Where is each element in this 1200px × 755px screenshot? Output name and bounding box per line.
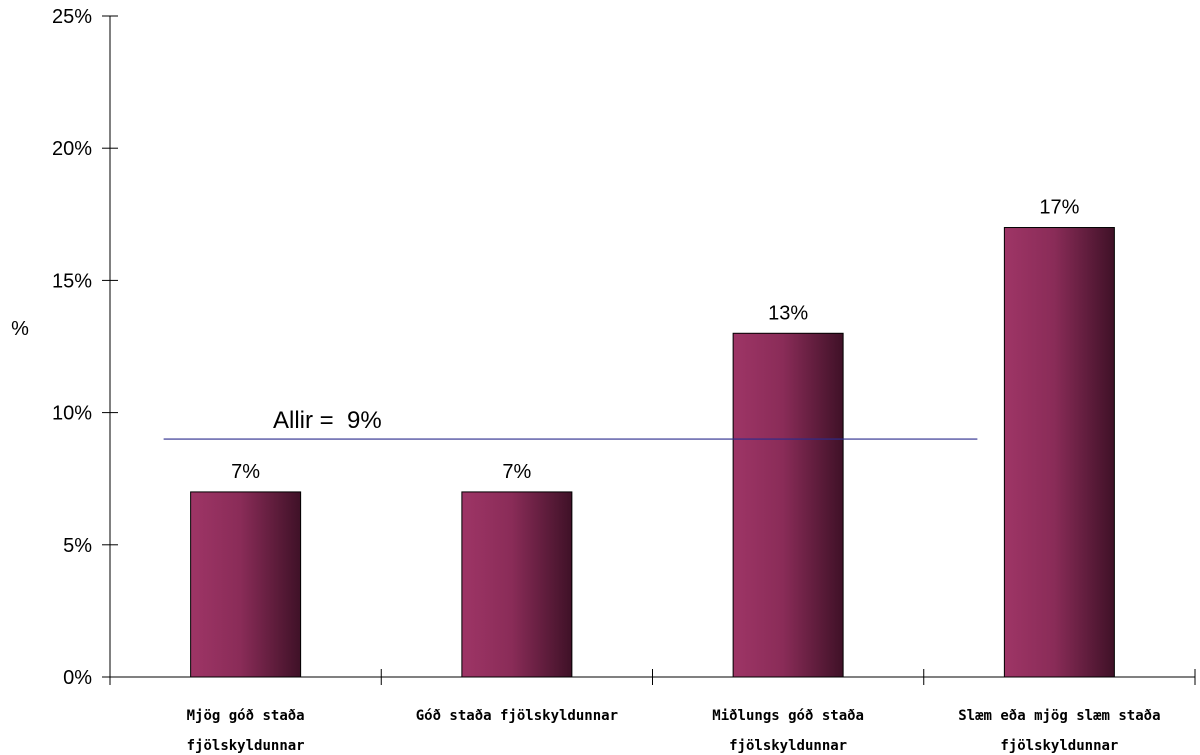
reference-line-label: Allir = 9% <box>273 407 382 434</box>
bar <box>1003 227 1115 678</box>
bars <box>190 227 1115 678</box>
labels: 0% 5% 10% 15% 20% 25%% 7% Mjög góð staða fjölsky… <box>11 6 1160 754</box>
y-tick-label: 25% <box>52 6 92 28</box>
bar-value-label: 7% <box>231 461 260 483</box>
bar-value-label: 17% <box>1039 197 1079 219</box>
bar-value-label: 7% <box>502 461 531 483</box>
y-tick-label: 10% <box>52 403 92 425</box>
category-label: fjölskyldunnar <box>187 738 305 754</box>
y-tick-label: 5% <box>63 535 92 557</box>
y-tick-label: 15% <box>52 270 92 292</box>
y-axis-title: % <box>11 318 29 340</box>
category-label: Slæm eða mjög slæm staða <box>958 708 1160 724</box>
bar <box>190 491 302 678</box>
category-label: Mjög góð staða <box>187 708 305 724</box>
category-label: fjölskyldunnar <box>729 738 847 754</box>
bar <box>732 332 844 678</box>
y-tick-label: 20% <box>52 138 92 160</box>
category-label: fjölskyldunnar <box>1000 738 1118 754</box>
bar <box>461 491 573 678</box>
category-label: Góð staða fjölskyldunnar <box>416 708 618 724</box>
category-label: Miðlungs góð staða <box>712 708 864 724</box>
bar-value-label: 13% <box>768 302 808 324</box>
y-tick-label: 0% <box>63 667 92 689</box>
